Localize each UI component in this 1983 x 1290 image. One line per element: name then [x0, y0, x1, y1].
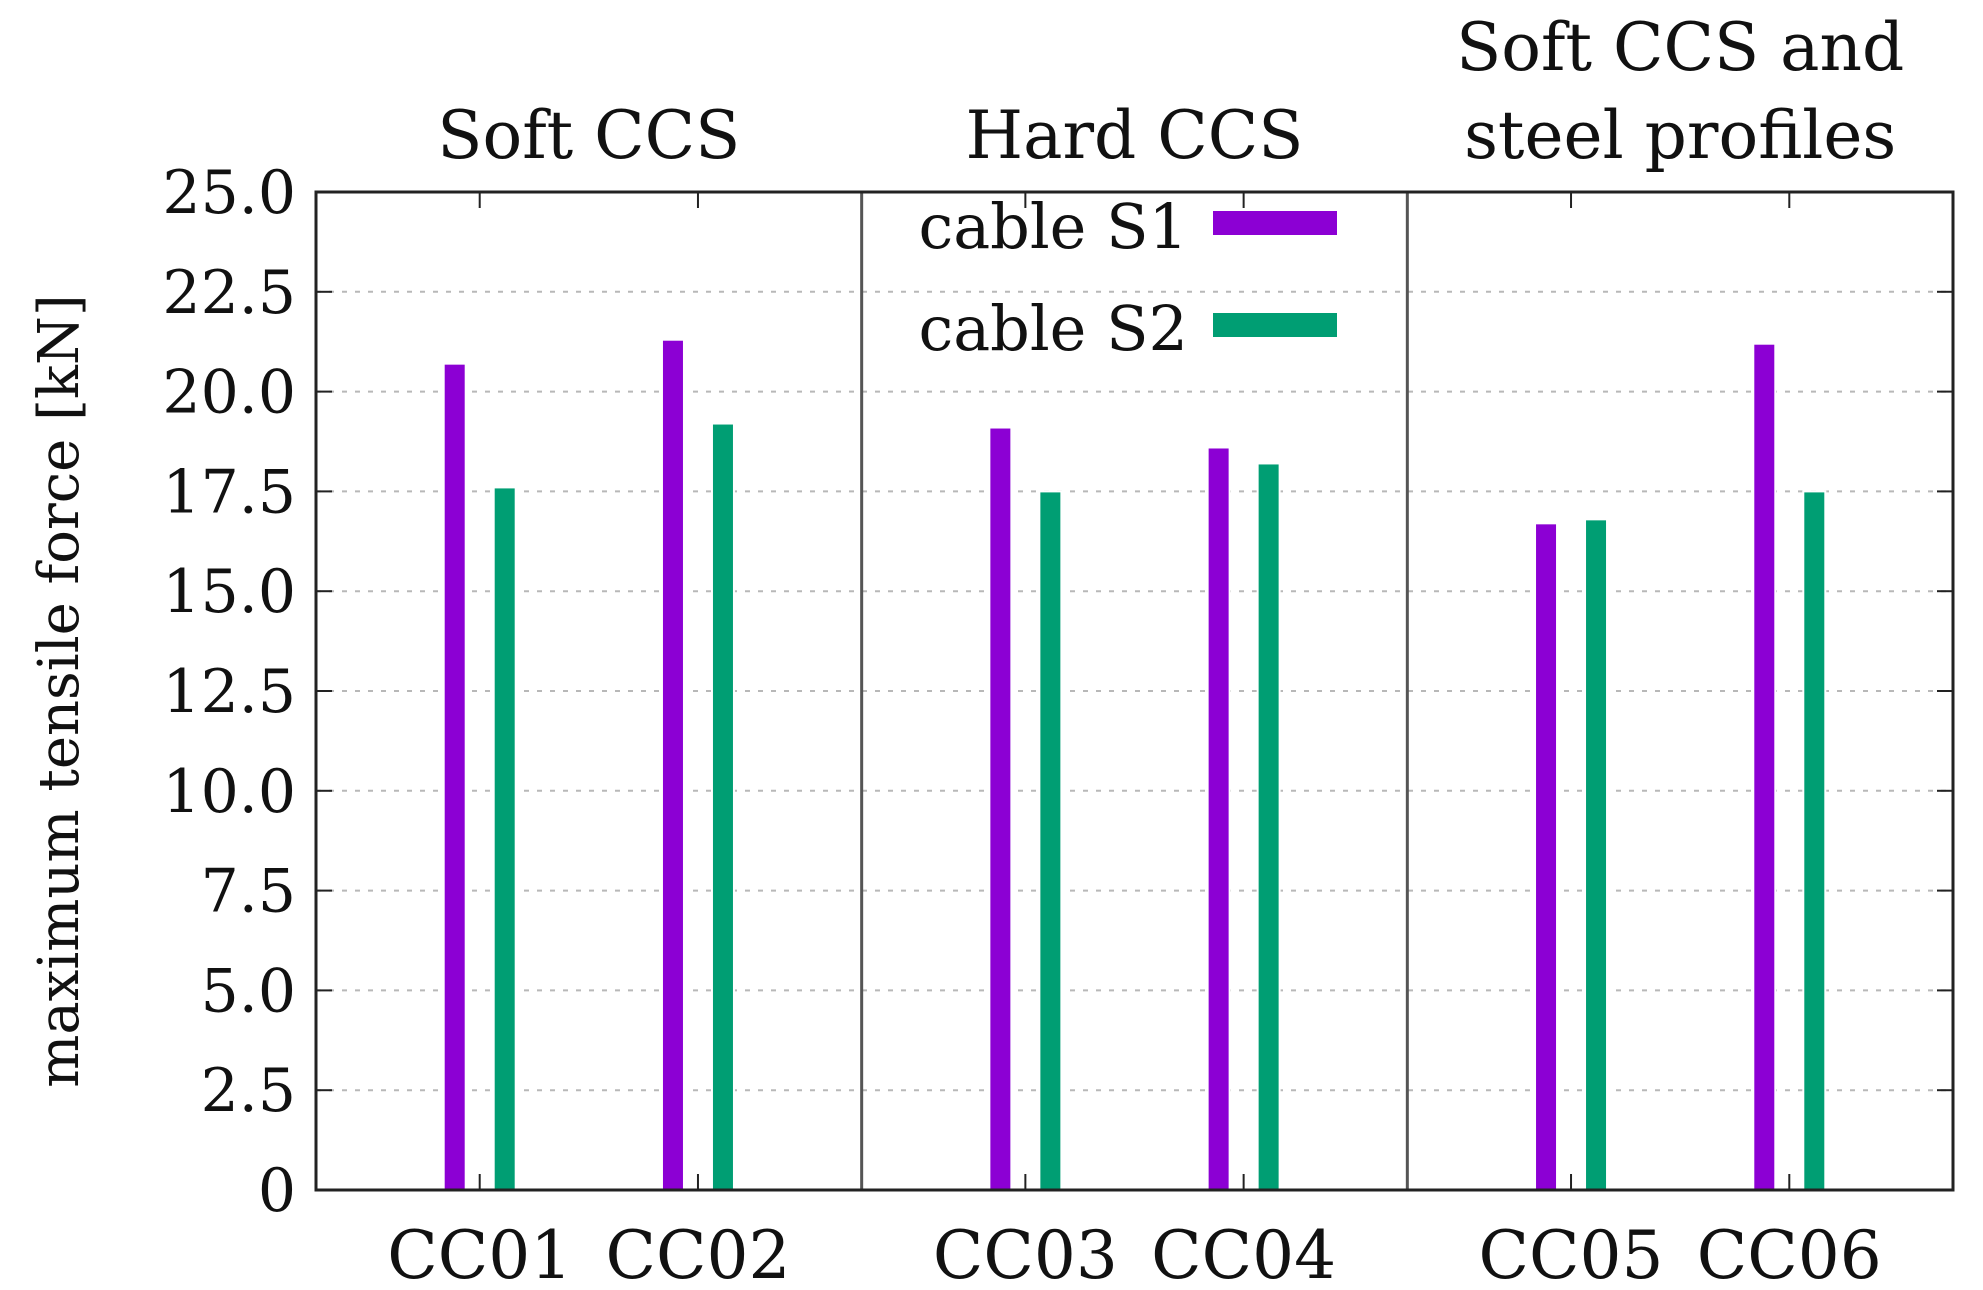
y-tick-label: 0 — [258, 1156, 296, 1226]
x-category-label: CC03 — [933, 1217, 1118, 1290]
bar-cable-s1-cc02 — [660, 338, 685, 1192]
y-tick-label: 2.5 — [201, 1056, 296, 1126]
x-category-label: CC06 — [1697, 1217, 1882, 1290]
group-dividers — [860, 192, 1409, 1190]
bar-cable-s1-cc05 — [1534, 522, 1559, 1191]
x-category-label: CC02 — [605, 1217, 790, 1290]
y-tick-label: 22.5 — [162, 258, 296, 328]
bar-cable-s1-cc04 — [1206, 446, 1231, 1192]
legend: cable S1 cable S2 — [918, 190, 1339, 365]
group-title: Soft CCS — [437, 97, 740, 174]
legend-label: cable S2 — [918, 292, 1188, 365]
bar-cable-s1-cc03 — [988, 426, 1013, 1191]
bar-cable-s2-cc03 — [1038, 490, 1063, 1191]
group-title: steel profiles — [1464, 97, 1896, 174]
group-title: Soft CCS and — [1456, 9, 1904, 86]
y-tick-label: 20.0 — [162, 358, 296, 428]
y-axis-title: maximum tensile force [kN] — [27, 294, 92, 1087]
labels: 0 2.5 5.0 7.5 10.0 12.5 15.0 17.5 20.0 22.5 25.0 CC… — [27, 9, 1904, 1290]
legend-label: cable S1 — [918, 190, 1188, 263]
bar-cable-s2-cc05 — [1584, 518, 1609, 1191]
x-category-label: CC01 — [387, 1217, 572, 1290]
y-tick-label: 5.0 — [201, 956, 296, 1026]
bar-cable-s1-cc06 — [1752, 342, 1777, 1192]
plot-frame — [314, 190, 1955, 1192]
bar-cable-s2-cc01 — [492, 486, 517, 1191]
bar-cable-s1-cc01 — [442, 362, 467, 1191]
group-title: Hard CCS — [966, 97, 1304, 174]
gridlines — [316, 290, 1953, 1092]
axes — [314, 190, 1955, 1192]
y-tick-label: 15.0 — [162, 557, 296, 627]
y-tick-label: 25.0 — [162, 158, 296, 228]
y-tick-label: 7.5 — [201, 857, 296, 927]
bar-cable-s2-cc06 — [1802, 490, 1827, 1191]
legend-swatch — [1211, 209, 1339, 237]
x-category-label: CC04 — [1151, 1217, 1336, 1290]
y-tick-label: 10.0 — [162, 757, 296, 827]
bar-cable-s2-cc02 — [710, 422, 735, 1191]
bar-cable-s2-cc04 — [1256, 462, 1281, 1191]
bars — [442, 338, 1827, 1192]
y-tick-label: 17.5 — [162, 457, 296, 527]
legend-swatch — [1211, 311, 1339, 339]
y-tick-label: 12.5 — [162, 657, 296, 727]
x-category-label: CC05 — [1479, 1217, 1664, 1290]
